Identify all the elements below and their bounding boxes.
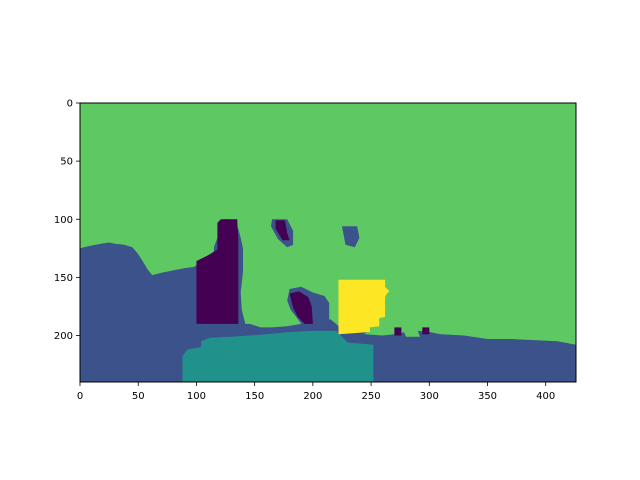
y-tick-label: 50: [60, 157, 73, 168]
heatmap-region-class-0: [394, 327, 402, 336]
x-tick-label: 150: [245, 391, 264, 402]
heatmap-region-class-2: [182, 330, 374, 382]
axes-frame: [79, 102, 577, 383]
x-tick-label: 350: [478, 391, 497, 402]
y-axis: 0 50 100 150 200: [54, 99, 80, 342]
x-tick-label: 100: [187, 391, 206, 402]
heatmap-region-class-4: [338, 279, 389, 335]
x-tick-label: 200: [303, 391, 322, 402]
heatmap-region-class-0: [289, 291, 313, 324]
heatmap-region-class-0: [422, 327, 430, 335]
heatmap-regions: [80, 219, 576, 382]
x-tick-label: 300: [420, 391, 439, 402]
plot-area: [80, 103, 576, 382]
y-tick-label: 150: [54, 273, 73, 284]
heatmap-region-class-0: [196, 219, 239, 324]
heatmap-region-class-3: [403, 330, 420, 337]
x-tick-label: 50: [132, 391, 145, 402]
x-tick-label: 0: [77, 391, 83, 402]
heatmap-region-class-0: [275, 220, 290, 241]
heatmap-region-class-1: [342, 226, 360, 248]
x-axis: 0 50 100 150 200 250 300 350 400: [77, 382, 555, 402]
y-tick-label: 100: [54, 215, 73, 226]
x-tick-label: 250: [362, 391, 381, 402]
y-tick-label: 200: [54, 331, 73, 342]
heatmap-region-class-4: [385, 289, 390, 295]
y-tick-label: 0: [67, 99, 73, 110]
x-tick-label: 400: [536, 391, 555, 402]
